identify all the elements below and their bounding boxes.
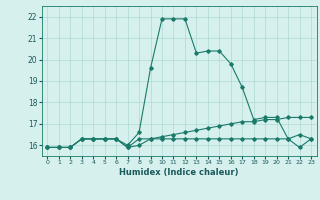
X-axis label: Humidex (Indice chaleur): Humidex (Indice chaleur) <box>119 168 239 177</box>
